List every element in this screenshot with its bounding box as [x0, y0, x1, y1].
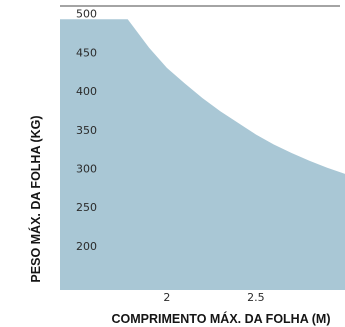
area-series-0	[60, 19, 345, 290]
y-tick-label: 300	[76, 163, 97, 176]
y-tick-label: 250	[76, 201, 97, 214]
x-axis-title: COMPRIMENTO MÁX. DA FOLHA (M)	[112, 311, 331, 326]
y-axis-title: PESO MÁX. DA FOLHA (KG)	[28, 115, 43, 282]
y-tick-label: 350	[76, 124, 97, 137]
x-tick-label: 2	[163, 291, 170, 304]
y-tick-label: 450	[76, 46, 97, 59]
y-tick-label: 200	[76, 240, 97, 253]
y-tick-label: 400	[76, 85, 97, 98]
plot-area: 500 450 400 350 300 250 200 2 2.5	[59, 8, 345, 304]
y-tick-label: 500	[76, 8, 97, 21]
x-tick-label: 2.5	[247, 291, 265, 304]
